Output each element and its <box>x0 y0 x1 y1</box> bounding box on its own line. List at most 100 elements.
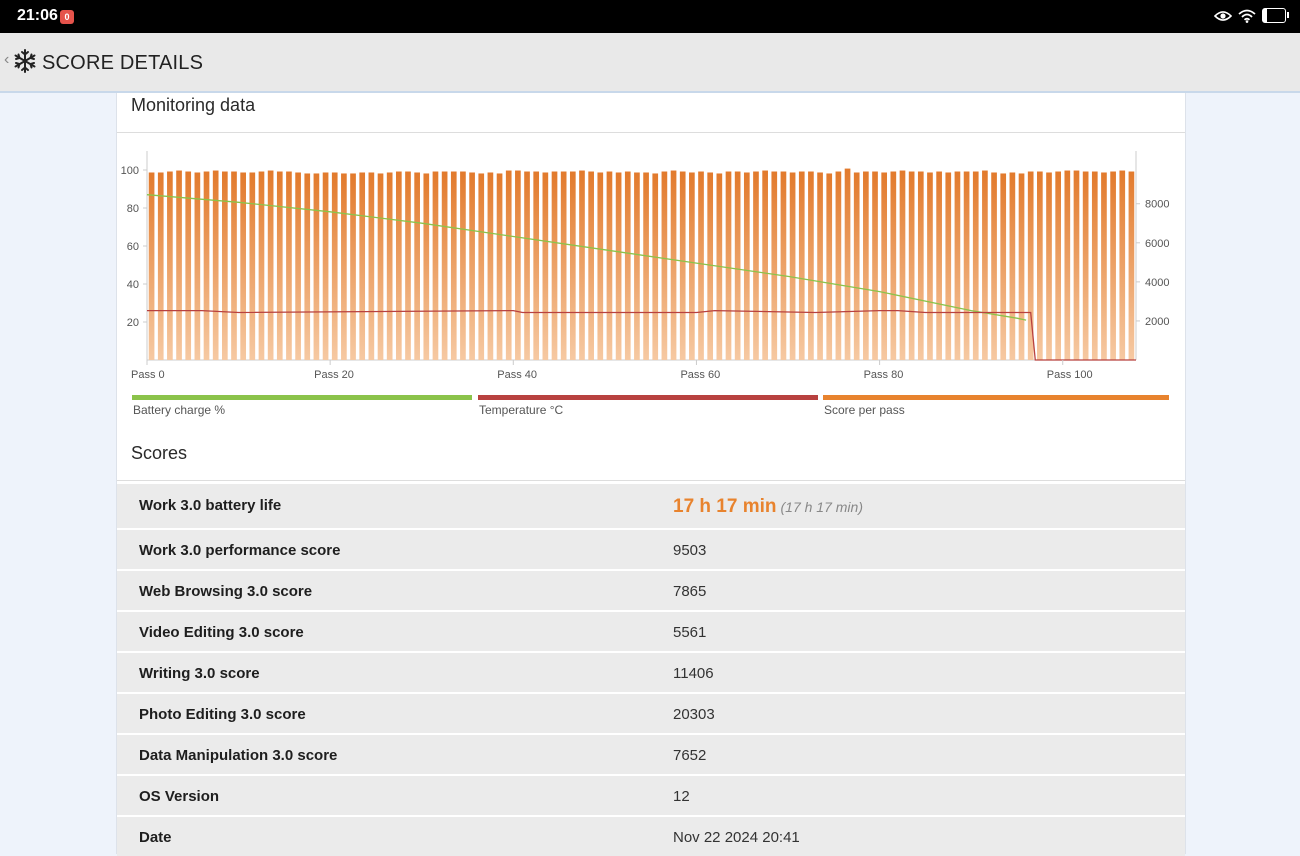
score-bar <box>624 171 631 360</box>
legend-temperature-swatch <box>478 395 818 400</box>
monitoring-chart: 100 80 60 40 20 8000 6000 4000 2000 Pass 0 Pass 20… <box>121 151 1169 381</box>
score-bar <box>405 171 411 360</box>
score-bar <box>1101 172 1107 360</box>
x-tick-label: Pass 20 <box>314 369 354 381</box>
score-row-os-version: OS Version 12 <box>117 774 1185 815</box>
score-value: 17 h 17 min (17 h 17 min) <box>673 496 863 518</box>
legend-score: Score per pass <box>823 395 1169 417</box>
score-bar <box>597 172 604 360</box>
score-bar <box>313 173 320 360</box>
score-value: 7865 <box>673 583 707 600</box>
score-label: Writing 3.0 score <box>139 665 260 682</box>
right-tick-label: 8000 <box>1145 199 1169 211</box>
score-bar <box>927 172 933 360</box>
score-bar <box>917 171 924 360</box>
score-bar <box>661 171 668 360</box>
legend-temperature-label: Temperature °C <box>479 403 564 417</box>
scores-divider <box>117 480 1185 481</box>
score-bar <box>652 173 659 360</box>
score-bar <box>798 171 805 360</box>
score-row-data-manipulation: Data Manipulation 3.0 score 7652 <box>117 733 1185 774</box>
battery-life-sub-value: (17 h 17 min) <box>780 499 863 515</box>
wifi-icon <box>1238 9 1256 23</box>
back-chevron-icon[interactable]: ‹ <box>4 51 10 68</box>
score-bar <box>505 170 512 360</box>
score-bar <box>743 172 750 360</box>
battery-icon: 18 <box>1262 8 1289 23</box>
score-row-performance: Work 3.0 performance score 9503 <box>117 528 1185 569</box>
score-row-battery-life: Work 3.0 battery life 17 h 17 min (17 h 1… <box>117 482 1185 528</box>
score-bar <box>1128 171 1135 360</box>
score-label: OS Version <box>139 788 220 805</box>
status-time: 21:06 <box>17 7 58 24</box>
scores-table: Work 3.0 battery life 17 h 17 min (17 h 1… <box>117 482 1185 856</box>
scores-title: Scores <box>131 443 188 463</box>
battery-life-value: 17 h 17 min <box>673 496 777 517</box>
score-bar <box>322 172 329 360</box>
score-bar <box>899 170 906 360</box>
score-row-web-browsing: Web Browsing 3.0 score 7865 <box>117 569 1185 610</box>
app-bar: ‹ SCORE DETAILS <box>0 33 1300 93</box>
score-label: Video Editing 3.0 score <box>139 624 304 641</box>
score-bar <box>1064 170 1071 360</box>
left-tick-label: 20 <box>127 317 139 329</box>
score-bar <box>890 171 897 360</box>
score-value: 20303 <box>673 706 715 723</box>
score-bar <box>185 171 192 360</box>
score-bar <box>1000 173 1007 360</box>
score-label: Data Manipulation 3.0 score <box>139 747 338 764</box>
score-bar <box>808 171 814 360</box>
right-tick-label: 4000 <box>1145 277 1169 289</box>
score-bar <box>606 171 613 360</box>
x-tick-label: Pass 60 <box>680 369 720 381</box>
score-bar <box>1018 173 1025 360</box>
score-bar <box>835 171 842 360</box>
score-bar <box>515 170 521 360</box>
score-bar <box>817 172 823 360</box>
score-row-date: Date Nov 22 2024 20:41 <box>117 815 1185 856</box>
score-bar <box>231 171 237 360</box>
score-bar <box>826 173 833 360</box>
score-label: Work 3.0 performance score <box>139 542 341 559</box>
battery-level: 18 <box>1268 10 1280 21</box>
score-bar <box>734 171 741 360</box>
legend-score-label: Score per pass <box>824 403 905 417</box>
score-bar <box>615 172 622 360</box>
score-value: 7652 <box>673 747 707 764</box>
score-bar <box>689 172 695 360</box>
x-tick-label: Pass 0 <box>131 369 165 381</box>
score-label: Web Browsing 3.0 score <box>139 583 313 600</box>
notification-badge: 0 <box>60 10 74 24</box>
score-row-writing: Writing 3.0 score 11406 <box>117 651 1185 692</box>
snowflake-icon[interactable] <box>12 48 38 74</box>
score-value: Nov 22 2024 20:41 <box>673 829 800 846</box>
score-bar <box>1110 171 1116 360</box>
score-label: Work 3.0 battery life <box>139 497 282 514</box>
score-bar <box>441 171 448 360</box>
score-bar <box>304 173 311 360</box>
score-bar <box>203 171 210 360</box>
score-bar <box>295 172 301 360</box>
score-bar <box>643 172 649 360</box>
right-tick-label: 6000 <box>1145 238 1169 250</box>
score-bar <box>176 170 182 360</box>
score-bar <box>908 171 915 360</box>
score-bar <box>725 171 732 360</box>
score-bar <box>881 172 888 360</box>
score-value: 11406 <box>673 665 714 682</box>
score-bar <box>1073 170 1080 360</box>
score-label: Date <box>139 829 172 846</box>
score-bar <box>991 172 997 360</box>
score-bar <box>460 171 466 360</box>
score-bar <box>569 171 576 360</box>
score-bar <box>1037 171 1043 360</box>
left-tick-label: 40 <box>127 279 139 291</box>
score-bar <box>963 171 970 360</box>
score-bar <box>670 170 677 360</box>
score-bar <box>386 172 393 360</box>
score-bar <box>341 173 347 360</box>
legend-temperature: Temperature °C <box>478 395 818 417</box>
legend-battery: Battery charge % <box>132 395 472 417</box>
legend-battery-swatch <box>132 395 472 400</box>
score-bar <box>1091 171 1098 360</box>
